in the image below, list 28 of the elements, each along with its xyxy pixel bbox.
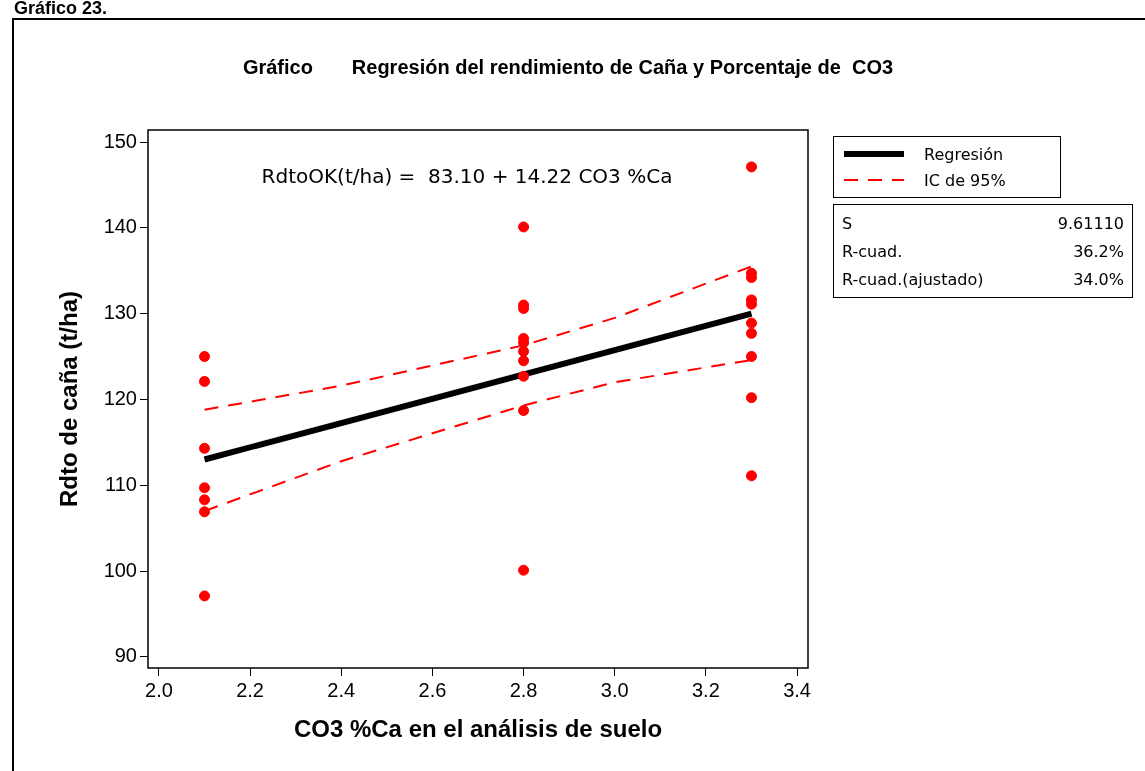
x-tick-label: 3.2 xyxy=(691,678,720,701)
text: 9.61110 xyxy=(1057,213,1124,233)
text: Gráfico 23. xyxy=(14,0,108,19)
y-tick-label: 100 xyxy=(103,558,137,581)
y-tick-label: 130 xyxy=(103,301,137,324)
x-tick-label: 2.0 xyxy=(145,678,173,701)
x-axis-title: CO3 %Ca en el análisis de suelo xyxy=(293,714,663,742)
x-tick-label: 2.8 xyxy=(509,678,538,701)
y-tick-label: 140 xyxy=(103,215,137,238)
y-tick-label: 150 xyxy=(103,129,137,152)
text: R-cuad. xyxy=(842,241,903,261)
x-tick-label: 2.6 xyxy=(418,678,447,701)
y-tick-label: 110 xyxy=(105,472,137,495)
y-tick-label: 120 xyxy=(103,386,137,409)
text: S xyxy=(842,213,853,233)
x-tick-label: 2.4 xyxy=(327,678,356,701)
text: 34.0% xyxy=(1073,269,1124,289)
x-tick-label: 2.2 xyxy=(236,678,265,701)
annotation: RdtoOK(t/ha) = 83.10 + 14.22 CO3 %Ca xyxy=(261,164,673,189)
legend-label: Regresión xyxy=(924,144,1004,164)
text: R-cuad.(ajustado) xyxy=(842,269,984,289)
x-tick-label: 3.0 xyxy=(600,678,629,701)
text: 36.2% xyxy=(1073,241,1124,261)
chart-title: Gráfico Regresión del rendimiento de Caña y Porcentaje de CO3 xyxy=(242,55,894,78)
y-tick-label: 90 xyxy=(114,644,137,667)
legend-label: IC de 95% xyxy=(924,170,1006,190)
y-axis-title: Rdto de caña (t/ha) xyxy=(54,290,82,508)
x-tick-label: 3.4 xyxy=(783,678,811,701)
